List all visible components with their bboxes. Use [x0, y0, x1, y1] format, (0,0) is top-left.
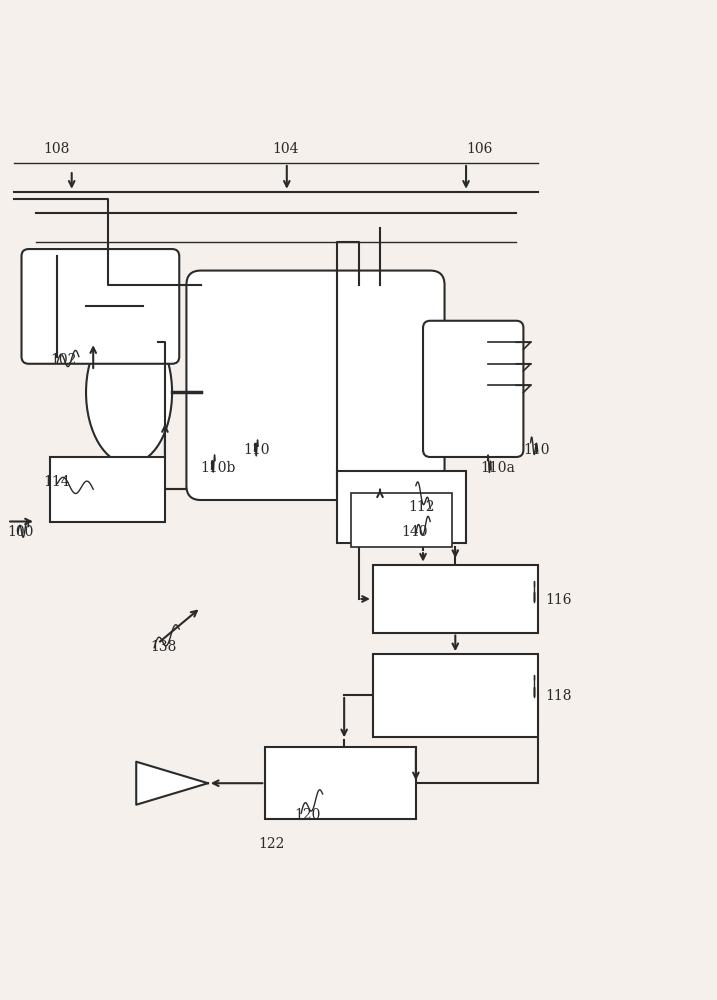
- Text: 138: 138: [151, 640, 177, 654]
- Bar: [50, 457, 165, 522]
- FancyBboxPatch shape: [423, 321, 523, 457]
- Text: 108: 108: [43, 142, 70, 156]
- FancyBboxPatch shape: [186, 271, 445, 500]
- Bar: [351, 493, 452, 547]
- Text: 100: 100: [7, 525, 34, 539]
- Text: 104: 104: [272, 142, 299, 156]
- Bar: [337, 471, 466, 543]
- Text: 118: 118: [545, 689, 571, 703]
- Bar: [265, 747, 416, 819]
- Text: 116: 116: [545, 593, 571, 607]
- Text: 110: 110: [244, 443, 270, 457]
- Text: 102: 102: [50, 353, 77, 367]
- Text: 110a: 110a: [480, 461, 516, 475]
- Text: 110: 110: [523, 443, 550, 457]
- Bar: [373, 654, 538, 737]
- Bar: [373, 565, 538, 633]
- Text: 106: 106: [466, 142, 493, 156]
- Text: 140: 140: [402, 525, 428, 539]
- Ellipse shape: [86, 321, 172, 464]
- Text: 112: 112: [409, 500, 435, 514]
- Text: 110b: 110b: [201, 461, 236, 475]
- Text: 120: 120: [294, 808, 320, 822]
- Text: 114: 114: [43, 475, 70, 489]
- FancyBboxPatch shape: [22, 249, 179, 364]
- Polygon shape: [136, 762, 208, 805]
- Text: 122: 122: [258, 837, 285, 851]
